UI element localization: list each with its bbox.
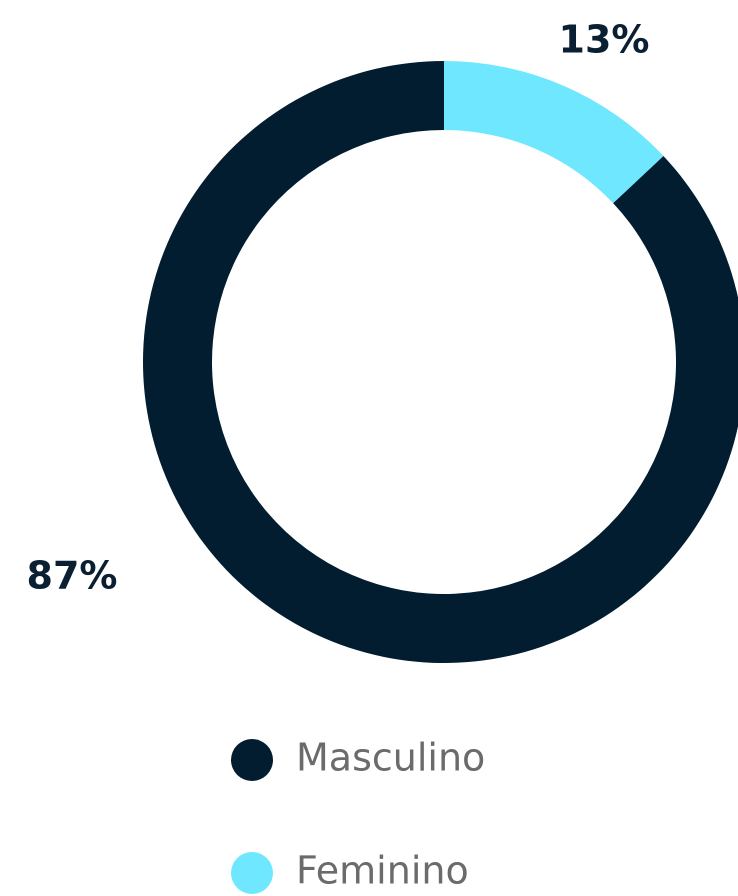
legend-label: Feminino bbox=[296, 849, 469, 893]
legend-label: Masculino bbox=[296, 736, 485, 780]
value-label: 13% bbox=[559, 18, 650, 62]
value-label: 87% bbox=[27, 554, 118, 598]
legend-swatch bbox=[231, 739, 273, 781]
legend-swatch bbox=[231, 852, 273, 894]
donut-slice bbox=[444, 61, 664, 204]
